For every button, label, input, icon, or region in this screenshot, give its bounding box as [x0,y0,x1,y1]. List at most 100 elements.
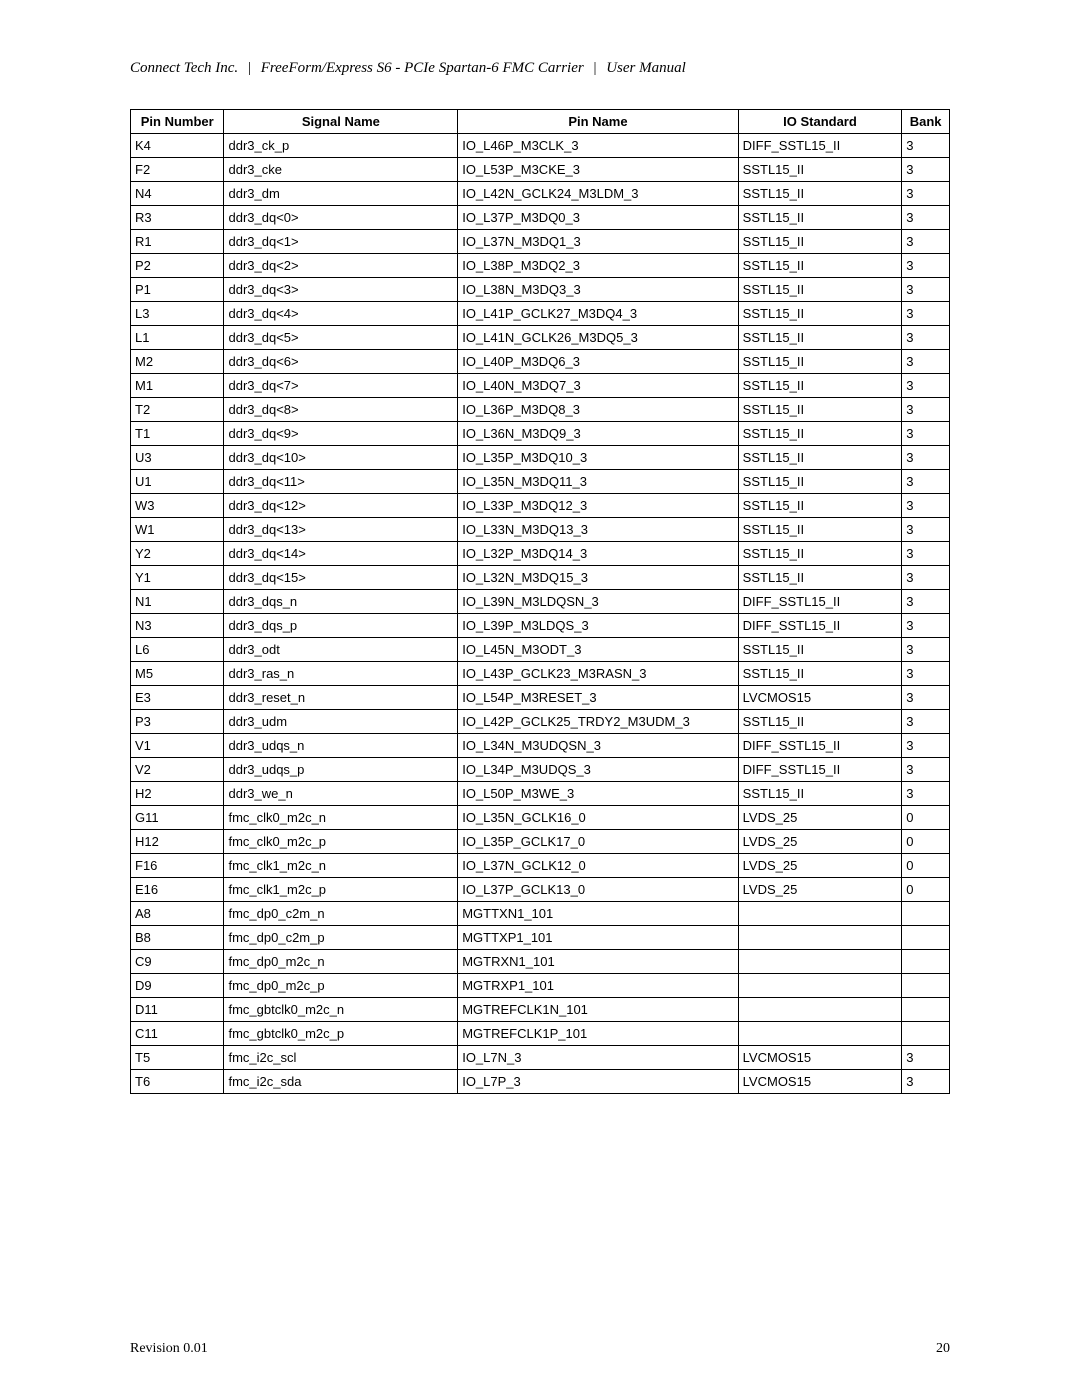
table-cell: D11 [131,998,224,1022]
table-cell: R1 [131,230,224,254]
table-cell: H12 [131,830,224,854]
table-row: R3ddr3_dq<0>IO_L37P_M3DQ0_3SSTL15_II3 [131,206,950,230]
table-cell: T6 [131,1070,224,1094]
table-body: K4ddr3_ck_pIO_L46P_M3CLK_3DIFF_SSTL15_II… [131,134,950,1094]
table-cell: ddr3_dq<1> [224,230,458,254]
table-cell: IO_L35N_GCLK16_0 [458,806,738,830]
table-cell: IO_L46P_M3CLK_3 [458,134,738,158]
table-cell: ddr3_dq<9> [224,422,458,446]
table-cell: SSTL15_II [738,662,902,686]
table-cell: SSTL15_II [738,518,902,542]
table-cell: IO_L37N_GCLK12_0 [458,854,738,878]
table-cell [738,998,902,1022]
table-cell: SSTL15_II [738,374,902,398]
table-cell: 3 [902,518,950,542]
table-cell: L6 [131,638,224,662]
table-cell: fmc_gbtclk0_m2c_p [224,1022,458,1046]
table-cell: 3 [902,230,950,254]
table-cell: LVDS_25 [738,806,902,830]
table-cell: F2 [131,158,224,182]
table-row: G11fmc_clk0_m2c_nIO_L35N_GCLK16_0LVDS_25… [131,806,950,830]
table-cell: P1 [131,278,224,302]
table-row: T1ddr3_dq<9>IO_L36N_M3DQ9_3SSTL15_II3 [131,422,950,446]
table-cell: SSTL15_II [738,470,902,494]
table-cell: LVDS_25 [738,830,902,854]
table-cell: 3 [902,1070,950,1094]
table-cell: SSTL15_II [738,182,902,206]
table-row: M1ddr3_dq<7>IO_L40N_M3DQ7_3SSTL15_II3 [131,374,950,398]
table-cell: fmc_i2c_sda [224,1070,458,1094]
table-cell: 0 [902,830,950,854]
table-cell: 3 [902,206,950,230]
table-cell: 3 [902,782,950,806]
table-cell: SSTL15_II [738,230,902,254]
table-cell: 3 [902,614,950,638]
table-cell [738,1022,902,1046]
footer-page: 20 [936,1341,950,1357]
table-cell: MGTRXP1_101 [458,974,738,998]
table-row: A8fmc_dp0_c2m_nMGTTXN1_101 [131,902,950,926]
table-cell: 3 [902,254,950,278]
table-cell: IO_L41P_GCLK27_M3DQ4_3 [458,302,738,326]
header-separator: | [593,60,596,76]
table-row: D11fmc_gbtclk0_m2c_nMGTREFCLK1N_101 [131,998,950,1022]
footer-revision: Revision 0.01 [130,1341,208,1357]
table-cell: DIFF_SSTL15_II [738,590,902,614]
table-cell: IO_L34N_M3UDQSN_3 [458,734,738,758]
table-row: C11fmc_gbtclk0_m2c_pMGTREFCLK1P_101 [131,1022,950,1046]
table-cell: ddr3_dq<3> [224,278,458,302]
table-cell: SSTL15_II [738,158,902,182]
table-header-row: Pin Number Signal Name Pin Name IO Stand… [131,110,950,134]
table-cell: ddr3_dq<0> [224,206,458,230]
table-cell: 3 [902,278,950,302]
table-cell: fmc_clk0_m2c_n [224,806,458,830]
table-cell: SSTL15_II [738,254,902,278]
table-cell: IO_L50P_M3WE_3 [458,782,738,806]
table-row: F16fmc_clk1_m2c_nIO_L37N_GCLK12_0LVDS_25… [131,854,950,878]
table-cell: 3 [902,158,950,182]
table-cell: IO_L7N_3 [458,1046,738,1070]
table-cell: ddr3_dq<13> [224,518,458,542]
table-cell: W3 [131,494,224,518]
table-cell: 0 [902,806,950,830]
table-cell: C11 [131,1022,224,1046]
table-cell: DIFF_SSTL15_II [738,614,902,638]
table-cell [902,926,950,950]
table-cell: ddr3_we_n [224,782,458,806]
table-cell: LVDS_25 [738,878,902,902]
table-cell: D9 [131,974,224,998]
table-cell: Y2 [131,542,224,566]
table-row: P2ddr3_dq<2>IO_L38P_M3DQ2_3SSTL15_II3 [131,254,950,278]
table-cell: 3 [902,734,950,758]
table-cell: E16 [131,878,224,902]
table-cell [738,926,902,950]
table-cell: IO_L38P_M3DQ2_3 [458,254,738,278]
table-cell: SSTL15_II [738,422,902,446]
table-row: H12fmc_clk0_m2c_pIO_L35P_GCLK17_0LVDS_25… [131,830,950,854]
table-cell: IO_L41N_GCLK26_M3DQ5_3 [458,326,738,350]
table-cell: fmc_dp0_m2c_n [224,950,458,974]
table-cell: IO_L38N_M3DQ3_3 [458,278,738,302]
table-cell: L1 [131,326,224,350]
table-row: T5fmc_i2c_sclIO_L7N_3LVCMOS153 [131,1046,950,1070]
header-company: Connect Tech Inc. [130,60,238,76]
header-product: FreeForm/Express S6 - PCIe Spartan-6 FMC… [261,60,584,76]
table-row: L1ddr3_dq<5>IO_L41N_GCLK26_M3DQ5_3SSTL15… [131,326,950,350]
page-footer: Revision 0.01 20 [130,1341,950,1357]
table-cell: SSTL15_II [738,638,902,662]
table-cell: 3 [902,182,950,206]
table-cell: ddr3_dq<5> [224,326,458,350]
table-cell: SSTL15_II [738,398,902,422]
table-cell: SSTL15_II [738,326,902,350]
table-cell: 3 [902,302,950,326]
table-cell: IO_L37N_M3DQ1_3 [458,230,738,254]
table-cell: IO_L40P_M3DQ6_3 [458,350,738,374]
table-cell: H2 [131,782,224,806]
table-cell: ddr3_dm [224,182,458,206]
table-cell: E3 [131,686,224,710]
table-cell: M1 [131,374,224,398]
table-row: F2ddr3_ckeIO_L53P_M3CKE_3SSTL15_II3 [131,158,950,182]
table-cell: SSTL15_II [738,350,902,374]
table-cell: DIFF_SSTL15_II [738,734,902,758]
col-header-bank: Bank [902,110,950,134]
